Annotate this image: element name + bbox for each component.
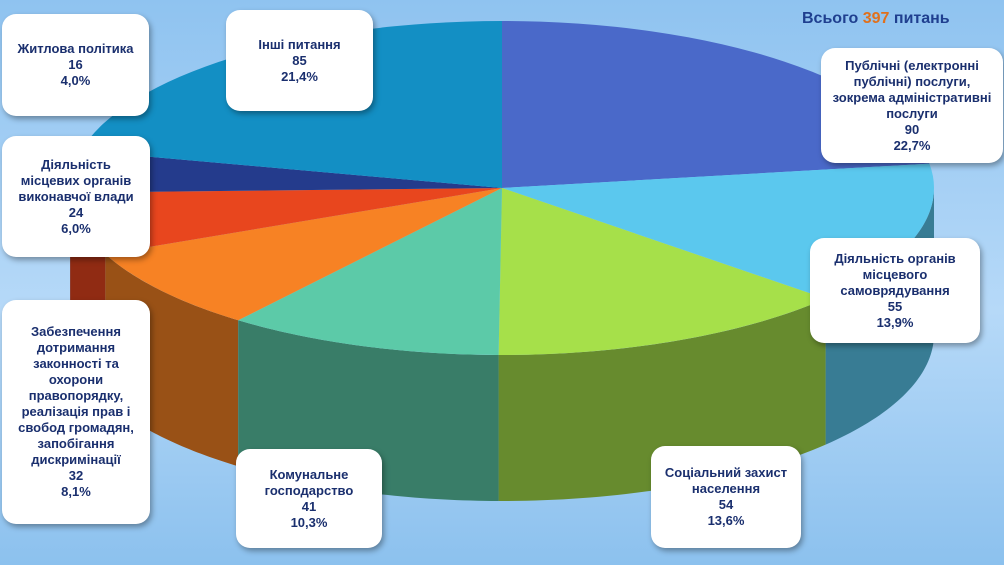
label-line: послуги [886,105,938,121]
label-value: 90 [904,121,920,137]
label-line: зокрема адміністративні [832,89,992,105]
label-law-enforcement: Забезпечення дотримання законності та охоро… [2,300,150,524]
label-line: запобігання [37,436,115,451]
label-value: 41 [301,498,317,514]
label-local-executive: Діяльність місцевих органів виконавчої вла… [2,136,150,257]
pie-slice-3 [238,188,502,355]
total-value: 397 [862,10,890,27]
label-percent: 6,0% [61,220,91,236]
label-line: дискримінації [31,452,121,467]
label-social-protection: Соціальний захист населення 54 13,6% [651,446,801,548]
total-prefix: Всього [802,10,859,27]
total-suffix: питань [893,10,950,27]
label-line: самоврядування [840,282,950,298]
label-percent: 13,9% [876,314,914,330]
label-line: охорони [48,372,104,387]
label-line: Житлова політика [17,41,134,56]
label-communal-services: Комунальне господарство 41 10,3% [236,449,382,548]
pie-slice-2 [498,188,826,355]
label-value: 55 [887,298,903,314]
label-line: Забезпечення [31,324,121,339]
label-line: місцевого [862,266,928,282]
label-line: господарство [264,482,354,498]
label-percent: 8,1% [61,484,91,499]
label-line: дотримання [36,340,116,355]
label-line: виконавчої влади [18,188,134,204]
label-line: Соціальний захист [664,465,788,480]
label-line: місцевих органів [20,172,132,188]
label-percent: 4,0% [60,73,91,88]
label-line: населення [691,481,761,496]
label-percent: 10,3% [290,514,328,530]
pie-slice-6 [70,150,503,193]
label-line: свобод громадян, [18,420,134,435]
label-line: законності та [33,356,119,371]
label-line: публічні) послуги, [853,73,971,89]
label-value: 85 [292,52,307,68]
label-value: 32 [68,468,84,483]
label-percent: 13,6% [707,513,745,528]
label-value: 54 [718,497,734,512]
label-local-self-government: Діяльність органів місцевого самоврядуванн… [810,238,980,343]
label-line: Діяльність органів [834,250,956,266]
label-public-services: Публічні (електронні публічні) послуги, зо… [821,48,1003,163]
total-count: Всього 397 питань [802,10,950,28]
label-percent: 22,7% [893,137,931,153]
label-line: Комунальне [269,466,349,482]
label-housing-policy: Житлова політика 16 4,0% [2,14,149,116]
label-line: Діяльність [41,156,111,172]
pie-slice-4 [105,188,502,321]
label-value: 24 [68,204,84,220]
label-line: реалізація прав і [21,404,131,419]
pie-slice-5 [70,188,503,255]
label-other-issues: Інші питання 85 21,4% [226,10,373,111]
label-value: 16 [68,57,83,72]
label-line: Інші питання [258,36,341,52]
label-percent: 21,4% [281,68,318,84]
label-line: правопорядку, [28,388,124,403]
label-line: Публічні (електронні [845,57,979,73]
